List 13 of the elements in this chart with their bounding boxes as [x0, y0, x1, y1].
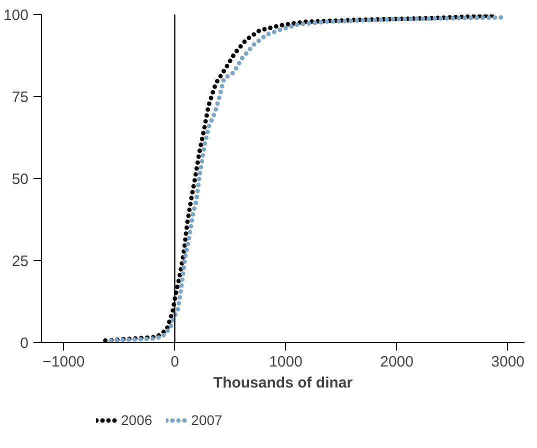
legend-label: 2006: [121, 412, 152, 428]
x-tick-label: 0: [170, 354, 179, 370]
x-tick-label: 1000: [269, 354, 302, 370]
y-tick-label: 75: [12, 89, 29, 106]
y-tick-label: 0: [20, 335, 28, 352]
x-tick-label: −1000: [42, 354, 85, 370]
x-axis-title: Thousands of dinar: [213, 374, 353, 392]
y-tick-label: 100: [3, 7, 29, 24]
legend-label: 2007: [191, 412, 222, 428]
y-tick-label: 25: [12, 253, 29, 270]
y-tick-label: 50: [12, 171, 29, 188]
x-tick-label: 3000: [491, 354, 525, 370]
x-tick-label: 2000: [380, 354, 414, 370]
